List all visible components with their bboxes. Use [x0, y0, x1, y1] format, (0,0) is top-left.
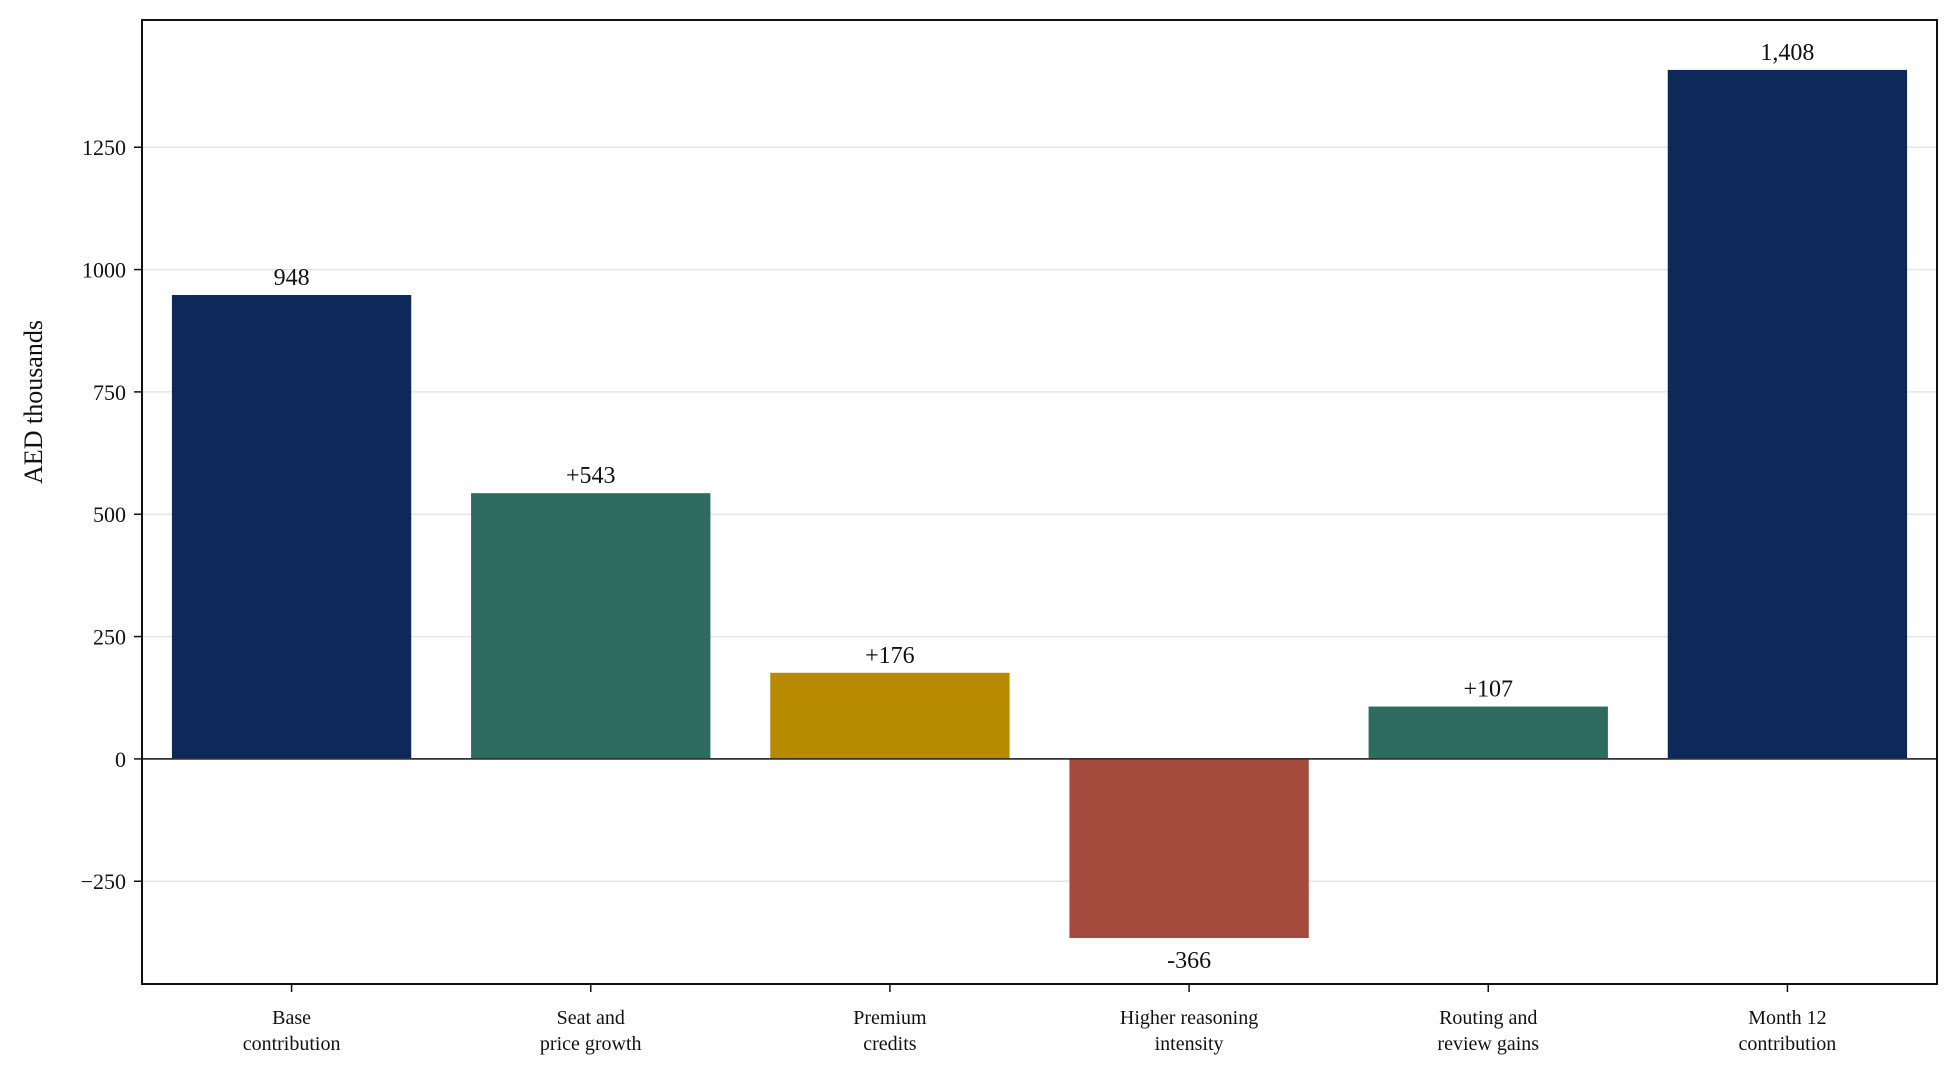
data-label: 948 — [274, 265, 310, 291]
bar — [1069, 758, 1309, 939]
y-axis-ticks: −250 0 250 500 750 1000 1250 — [81, 135, 142, 894]
y-tick-label: 0 — [115, 747, 126, 772]
plot-frame — [141, 19, 1938, 985]
bar — [770, 672, 1010, 759]
bar — [171, 295, 412, 759]
x-tick-label: Higher reasoning intensity — [1120, 1007, 1258, 1055]
y-tick-label: 250 — [93, 625, 126, 650]
data-label: +543 — [566, 463, 616, 489]
y-tick-label: 750 — [93, 380, 126, 405]
y-tick-label: −250 — [81, 869, 126, 894]
bar — [1368, 706, 1608, 759]
bar — [471, 493, 711, 759]
data-labels: 948 +543 +176 -366 +107 1,408 — [274, 40, 1815, 974]
x-tick-label: Base contribution — [243, 1007, 341, 1055]
x-tick-label: Seat and price growth — [540, 1007, 642, 1055]
x-tick-label: Month 12 contribution — [1739, 1007, 1837, 1055]
data-label: 1,408 — [1760, 40, 1814, 66]
bars — [171, 69, 1908, 939]
bar — [1667, 69, 1908, 759]
x-tick-label: Premium credits — [853, 1007, 927, 1055]
x-tick-label: Routing and review gains — [1437, 1007, 1539, 1055]
y-tick-label: 500 — [93, 502, 126, 527]
y-tick-label: 1250 — [82, 135, 126, 160]
x-axis-ticks: Base contribution Seat and price growth Prem… — [243, 984, 1837, 1055]
data-label: +107 — [1463, 677, 1513, 703]
y-axis-title: AED thousands — [19, 320, 48, 484]
data-label: +176 — [865, 643, 915, 669]
y-tick-label: 1000 — [82, 258, 126, 283]
data-label: -366 — [1167, 948, 1211, 974]
